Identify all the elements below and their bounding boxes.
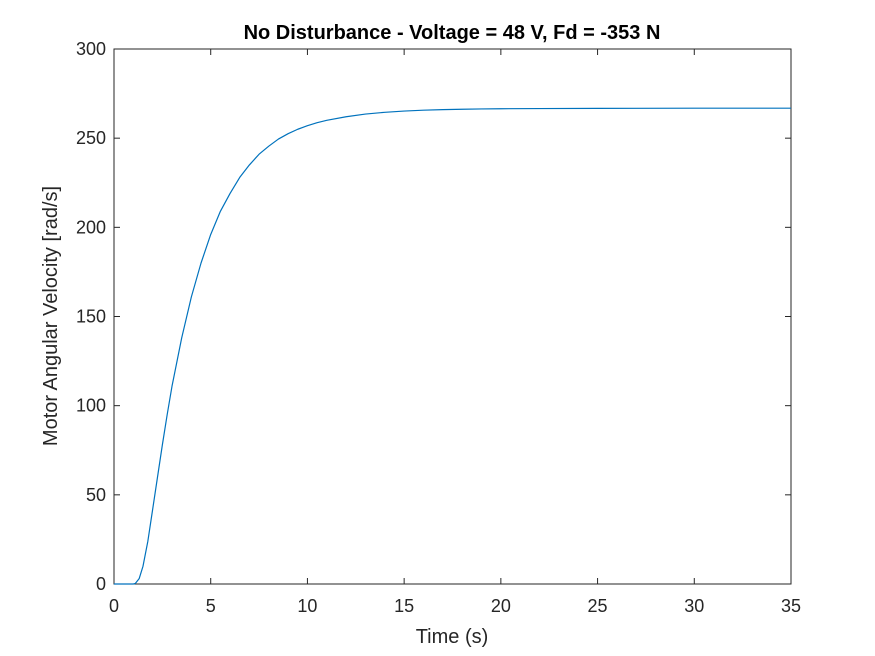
y-axis-ticks: 0 50 100 150 200 250 300: [76, 39, 791, 594]
plot-area: [113, 48, 792, 585]
x-tick-label: 15: [394, 596, 414, 616]
y-tick-label: 200: [76, 217, 106, 237]
y-tick-label: 150: [76, 307, 106, 327]
series-layer: [114, 107, 791, 585]
x-tick-label: 10: [297, 596, 317, 616]
y-axis-label: Motor Angular Velocity [rad/s]: [40, 186, 62, 446]
x-tick-label: 5: [206, 596, 216, 616]
series-line: [114, 107, 791, 585]
chart-title: No Disturbance - Voltage = 48 V, Fd = -3…: [244, 22, 661, 44]
y-tick-label: 300: [76, 39, 106, 59]
x-tick-label: 30: [684, 596, 704, 616]
x-tick-label: 35: [781, 596, 801, 616]
y-tick-label: 50: [86, 485, 106, 505]
y-tick-label: 0: [96, 574, 106, 594]
x-tick-label: 20: [491, 596, 511, 616]
y-tick-label: 100: [76, 396, 106, 416]
x-tick-label: 25: [588, 596, 608, 616]
y-tick-label: 250: [76, 128, 106, 148]
x-tick-label: 0: [109, 596, 119, 616]
x-axis-ticks: 0 5 10 15 20 25 30 35: [109, 49, 801, 616]
x-axis-label: Time (s): [416, 626, 489, 648]
